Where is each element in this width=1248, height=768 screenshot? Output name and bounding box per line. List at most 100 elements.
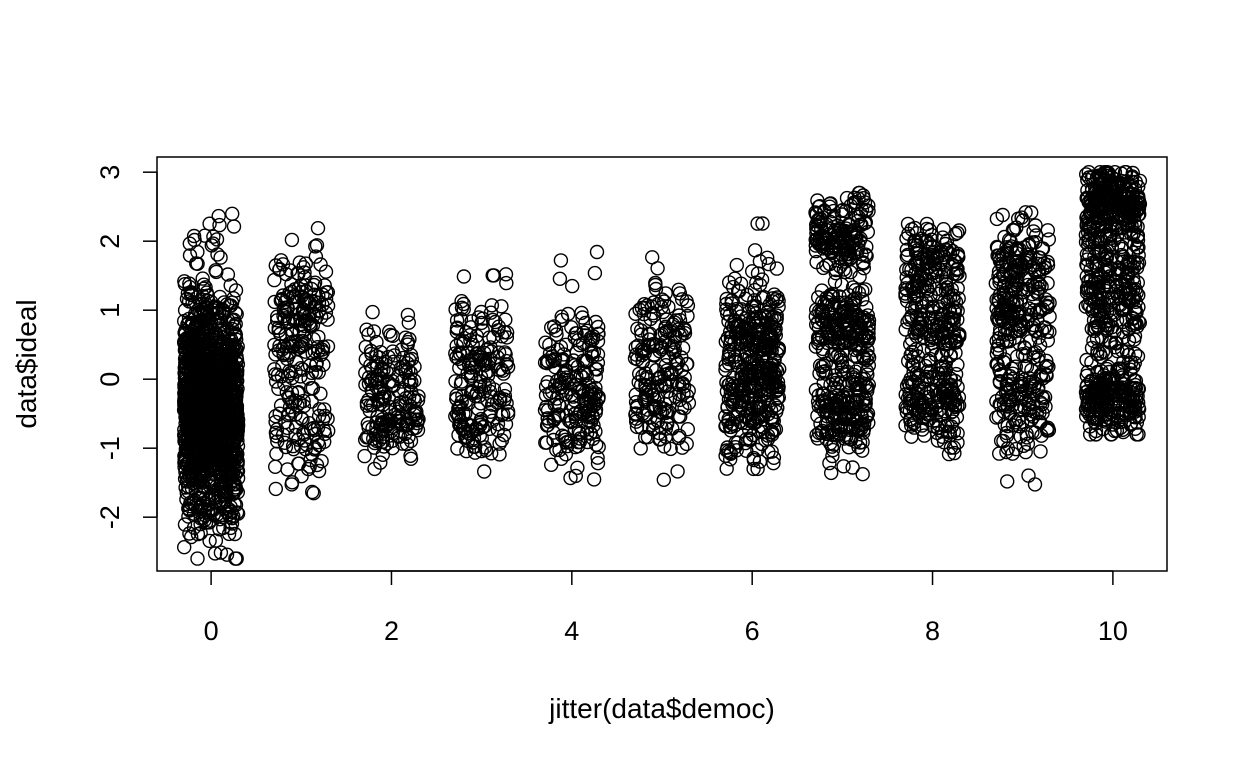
data-point bbox=[320, 411, 335, 426]
data-point bbox=[176, 402, 192, 418]
data-point bbox=[213, 448, 229, 464]
data-point bbox=[663, 441, 678, 457]
data-point bbox=[547, 397, 562, 412]
data-point bbox=[302, 416, 317, 431]
data-point bbox=[229, 551, 244, 566]
data-point bbox=[222, 468, 238, 483]
data-point bbox=[311, 463, 327, 479]
data-point bbox=[208, 495, 223, 510]
data-point bbox=[590, 355, 606, 370]
data-point bbox=[633, 441, 648, 456]
data-point bbox=[227, 431, 243, 447]
data-point bbox=[636, 306, 652, 322]
data-point bbox=[177, 517, 193, 532]
data-point bbox=[293, 361, 309, 376]
data-point bbox=[226, 508, 241, 524]
data-point bbox=[188, 498, 203, 513]
data-point bbox=[557, 372, 573, 388]
data-point bbox=[215, 372, 230, 387]
data-point bbox=[398, 426, 413, 442]
data-point bbox=[292, 255, 307, 270]
data-point bbox=[305, 318, 321, 333]
data-point bbox=[451, 407, 466, 422]
data-point bbox=[284, 284, 299, 299]
data-point bbox=[268, 258, 283, 273]
data-point bbox=[277, 311, 292, 326]
data-point bbox=[496, 407, 511, 422]
data-point bbox=[492, 436, 507, 451]
data-point bbox=[213, 476, 228, 492]
data-point bbox=[538, 435, 553, 450]
data-point bbox=[467, 445, 483, 460]
data-point bbox=[480, 393, 495, 408]
data-point bbox=[302, 459, 317, 474]
data-point bbox=[464, 314, 479, 329]
data-point bbox=[199, 285, 214, 300]
data-point bbox=[268, 481, 283, 497]
data-point bbox=[387, 348, 402, 363]
data-point bbox=[284, 232, 300, 248]
y-tick-label: 0 bbox=[95, 372, 125, 387]
data-point bbox=[190, 551, 205, 566]
data-point bbox=[207, 357, 223, 372]
x-tick-label: 4 bbox=[564, 616, 579, 646]
data-point bbox=[581, 391, 597, 406]
data-point bbox=[195, 392, 210, 407]
data-point bbox=[226, 219, 242, 234]
data-point bbox=[275, 288, 291, 303]
data-point bbox=[375, 434, 391, 449]
y-axis-label: data$ideal bbox=[11, 299, 42, 428]
data-point bbox=[580, 434, 595, 450]
data-point bbox=[366, 324, 382, 339]
data-point bbox=[311, 408, 327, 424]
data-point bbox=[193, 525, 208, 541]
data-point bbox=[202, 216, 217, 231]
data-point bbox=[367, 435, 382, 451]
data-point bbox=[390, 428, 406, 443]
data-point bbox=[200, 437, 216, 452]
data-point bbox=[229, 349, 244, 364]
data-point bbox=[452, 360, 467, 376]
data-point bbox=[216, 355, 232, 370]
data-point bbox=[486, 268, 502, 283]
data-point bbox=[214, 414, 230, 430]
data-point bbox=[195, 451, 210, 467]
data-point bbox=[569, 413, 584, 428]
data-points bbox=[176, 164, 1148, 566]
data-point bbox=[204, 238, 220, 253]
data-point bbox=[198, 336, 214, 351]
data-point bbox=[230, 339, 245, 354]
data-point bbox=[228, 305, 243, 320]
data-point bbox=[288, 407, 303, 422]
data-point bbox=[183, 404, 198, 419]
data-point bbox=[188, 256, 204, 271]
data-point bbox=[215, 509, 230, 525]
data-point bbox=[571, 424, 586, 440]
data-point bbox=[312, 402, 327, 417]
data-point bbox=[570, 460, 585, 475]
data-point bbox=[291, 456, 306, 471]
data-point bbox=[453, 417, 468, 433]
data-point bbox=[195, 510, 211, 525]
data-point bbox=[189, 337, 204, 352]
data-point bbox=[494, 329, 510, 344]
data-point bbox=[194, 423, 209, 438]
data-point bbox=[182, 236, 198, 251]
data-point bbox=[395, 436, 410, 451]
data-point bbox=[206, 382, 221, 397]
data-point bbox=[542, 337, 557, 352]
data-point bbox=[182, 276, 197, 291]
data-point bbox=[358, 432, 373, 448]
data-point bbox=[585, 410, 600, 425]
data-point bbox=[680, 422, 695, 437]
data-point bbox=[185, 317, 200, 332]
data-point bbox=[183, 285, 199, 300]
data-point bbox=[539, 418, 555, 433]
data-point bbox=[195, 271, 210, 286]
data-point bbox=[204, 488, 219, 503]
data-point bbox=[561, 372, 577, 387]
data-point bbox=[401, 315, 416, 330]
data-point bbox=[277, 377, 292, 392]
data-point bbox=[273, 253, 289, 268]
data-point bbox=[465, 384, 480, 399]
